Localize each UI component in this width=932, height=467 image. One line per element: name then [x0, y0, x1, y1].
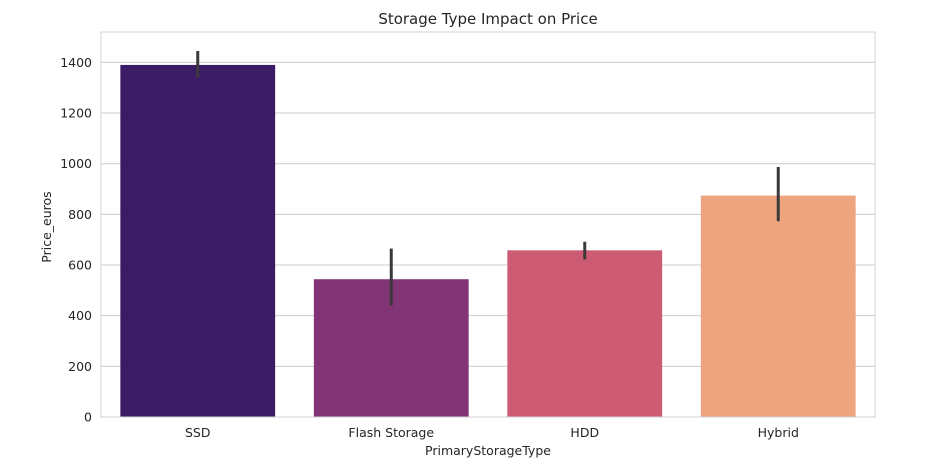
- y-axis-ticks: 0 200 400 600 800 1000 1200 1400: [60, 55, 92, 425]
- x-axis-ticks: SSD Flash Storage HDD Hybrid: [185, 425, 799, 440]
- bar-ssd: [120, 64, 276, 417]
- bar-hybrid: [700, 195, 856, 417]
- bar-hdd: [507, 250, 663, 417]
- x-axis-label: PrimaryStorageType: [425, 443, 551, 458]
- y-tick-label: 200: [68, 359, 92, 374]
- x-tick-label: Flash Storage: [348, 425, 434, 440]
- y-tick-label: 800: [68, 207, 92, 222]
- error-bars: [196, 50, 780, 306]
- chart-title: Storage Type Impact on Price: [378, 10, 597, 28]
- y-tick-label: 1400: [60, 55, 92, 70]
- x-tick-label: Hybrid: [758, 425, 799, 440]
- y-tick-label: 1000: [60, 156, 92, 171]
- y-tick-label: 600: [68, 258, 92, 273]
- y-tick-label: 1200: [60, 106, 92, 121]
- x-tick-label: SSD: [185, 425, 211, 440]
- bars: [120, 64, 856, 417]
- plot-frame: [100, 31, 876, 418]
- y-tick-label: 400: [68, 308, 92, 323]
- y-tick-label: 0: [84, 410, 92, 425]
- y-axis-label: Price_euros: [39, 191, 54, 262]
- x-tick-label: HDD: [570, 425, 599, 440]
